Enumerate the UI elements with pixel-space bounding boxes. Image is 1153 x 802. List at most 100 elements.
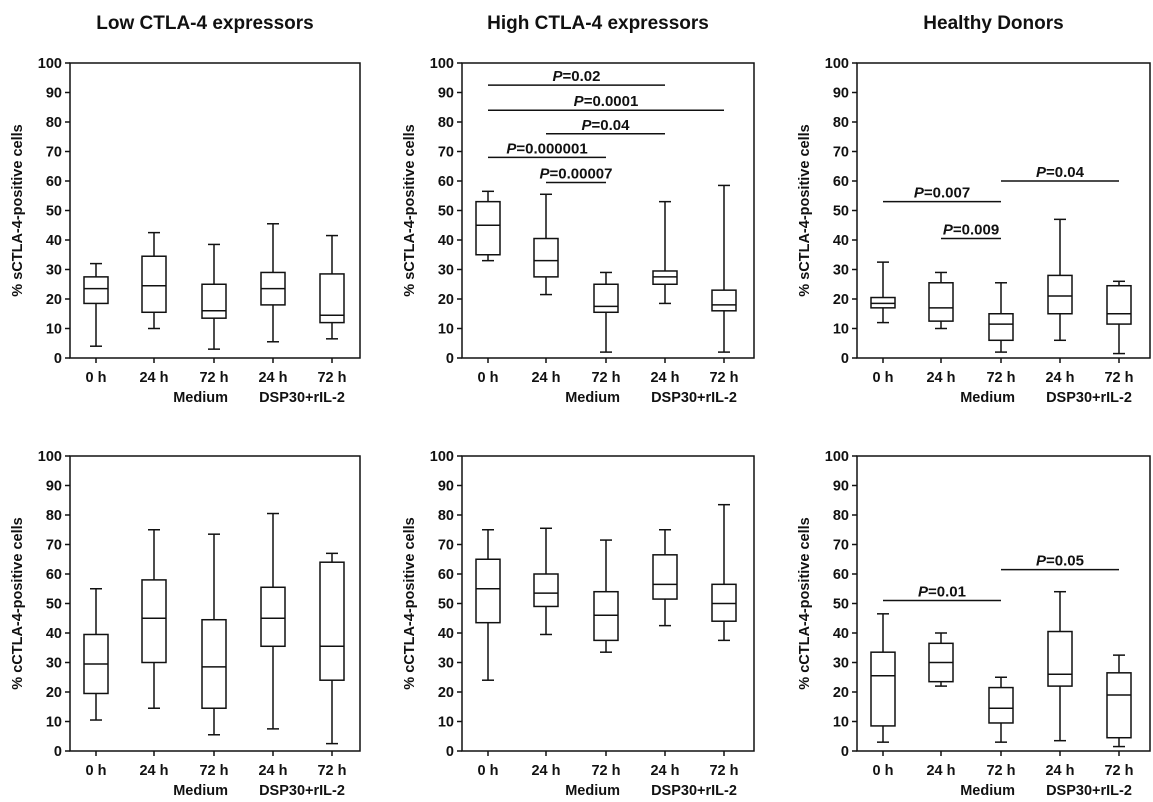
y-tick-label: 0	[54, 744, 62, 760]
panel-2: High CTLA-4 expressors % sCTLA-4-positive…	[402, 13, 755, 406]
x-tick-label: 24 h	[139, 370, 168, 386]
box-3	[988, 676, 1014, 743]
box-iqr	[711, 289, 737, 312]
x-tick-label: 24 h	[531, 370, 560, 386]
y-tick-label: 40	[833, 626, 849, 642]
box-3	[988, 282, 1014, 353]
y-tick-label: 90	[438, 479, 454, 495]
x-tick-label: 0 h	[873, 763, 894, 779]
y-tick-label: 50	[833, 597, 849, 613]
p-value-label: P=0.04	[1036, 164, 1085, 181]
box-4	[1047, 218, 1073, 342]
p-value: =0.000001	[516, 140, 587, 157]
p-value-label: P=0.000001	[506, 140, 587, 157]
group-label-dsp30-ril2: DSP30+rIL-2	[1046, 390, 1132, 406]
p-value: =0.01	[928, 584, 966, 601]
y-tick-label: 0	[446, 744, 454, 760]
x-tick-label: 24 h	[258, 370, 287, 386]
x-tick-label: 72 h	[709, 370, 738, 386]
x-tick-label: 72 h	[317, 763, 346, 779]
group-label-medium: Medium	[173, 783, 228, 799]
box-iqr	[1106, 672, 1132, 739]
significance-bracket: P=0.000001	[488, 140, 606, 159]
y-tick-label: 100	[38, 56, 62, 72]
box-iqr	[593, 283, 619, 314]
y-axis-label: % sCTLA-4-positive cells	[797, 124, 813, 296]
box-iqr	[141, 579, 167, 664]
y-tick-label: 20	[438, 292, 454, 308]
p-value: =0.04	[1046, 164, 1085, 181]
y-tick-label: 70	[46, 145, 62, 161]
p-symbol: P	[574, 93, 585, 110]
x-tick-label: 24 h	[139, 763, 168, 779]
x-tick-label: 72 h	[1104, 370, 1133, 386]
box-3	[201, 533, 227, 736]
box-5	[1106, 654, 1132, 748]
y-tick-label: 40	[833, 233, 849, 249]
panel-title: Low CTLA-4 expressors	[96, 13, 314, 34]
panel-3: Healthy Donors % sCTLA-4-positive cells 0 1…	[797, 13, 1151, 406]
x-tick-label: 0 h	[86, 763, 107, 779]
y-tick-label: 100	[430, 449, 454, 465]
box-1	[475, 190, 501, 262]
box-3	[593, 271, 619, 353]
y-tick-label: 80	[438, 115, 454, 131]
y-tick-label: 90	[833, 479, 849, 495]
y-tick-label: 40	[438, 233, 454, 249]
y-tick-label: 50	[833, 204, 849, 220]
y-tick-label: 50	[438, 597, 454, 613]
group-label-medium: Medium	[565, 783, 620, 799]
y-tick-label: 30	[833, 263, 849, 279]
y-tick-label: 0	[446, 351, 454, 367]
p-symbol: P	[943, 222, 954, 239]
box-4	[260, 223, 286, 343]
box-2	[533, 193, 559, 296]
x-tick-label: 24 h	[650, 370, 679, 386]
y-tick-label: 100	[430, 56, 454, 72]
x-tick-label: 24 h	[926, 763, 955, 779]
x-tick-label: 24 h	[926, 370, 955, 386]
y-tick-label: 60	[438, 567, 454, 583]
group-label-medium: Medium	[565, 390, 620, 406]
x-tick-label: 24 h	[531, 763, 560, 779]
y-tick-label: 10	[833, 322, 849, 338]
y-axis-label: % cCTLA-4-positive cells	[402, 517, 418, 689]
box-1	[870, 261, 896, 324]
y-axis-label: % sCTLA-4-positive cells	[10, 124, 26, 296]
p-value-label: P=0.05	[1036, 553, 1084, 570]
group-label-dsp30-ril2: DSP30+rIL-2	[259, 390, 345, 406]
y-tick-label: 80	[438, 508, 454, 524]
box-1	[475, 529, 501, 681]
x-tick-label: 72 h	[1104, 763, 1133, 779]
x-tick-label: 72 h	[317, 370, 346, 386]
p-value: =0.05	[1046, 553, 1084, 570]
x-tick-label: 72 h	[199, 763, 228, 779]
box-iqr	[201, 618, 227, 709]
significance-bracket: P=0.04	[1001, 164, 1119, 182]
panel-4: % cCTLA-4-positive cells 0 10 20 30 40 50 60 70 8…	[10, 449, 361, 799]
box-2	[928, 271, 954, 330]
y-tick-label: 0	[841, 744, 849, 760]
y-tick-label: 60	[438, 174, 454, 190]
panel-title: Healthy Donors	[923, 13, 1063, 34]
box-iqr	[988, 313, 1014, 342]
y-tick-label: 80	[46, 115, 62, 131]
group-label-dsp30-ril2: DSP30+rIL-2	[1046, 783, 1132, 799]
box-iqr	[141, 255, 167, 314]
y-tick-label: 80	[833, 508, 849, 524]
y-axis-label: % cCTLA-4-positive cells	[797, 517, 813, 689]
x-tick-label: 72 h	[986, 763, 1015, 779]
p-value-label: P=0.0001	[574, 93, 639, 110]
y-tick-label: 0	[841, 351, 849, 367]
x-tick-label: 72 h	[709, 763, 738, 779]
y-tick-label: 30	[46, 263, 62, 279]
group-label-dsp30-ril2: DSP30+rIL-2	[651, 390, 737, 406]
group-label-dsp30-ril2: DSP30+rIL-2	[259, 783, 345, 799]
y-tick-label: 40	[46, 626, 62, 642]
y-tick-label: 70	[438, 145, 454, 161]
p-value-label: P=0.007	[914, 185, 970, 202]
y-tick-label: 90	[46, 86, 62, 102]
p-symbol: P	[914, 185, 925, 202]
box-2	[928, 632, 954, 687]
panel-5: % cCTLA-4-positive cells 0 10 20 30 40 50 60 70 8…	[402, 449, 755, 799]
